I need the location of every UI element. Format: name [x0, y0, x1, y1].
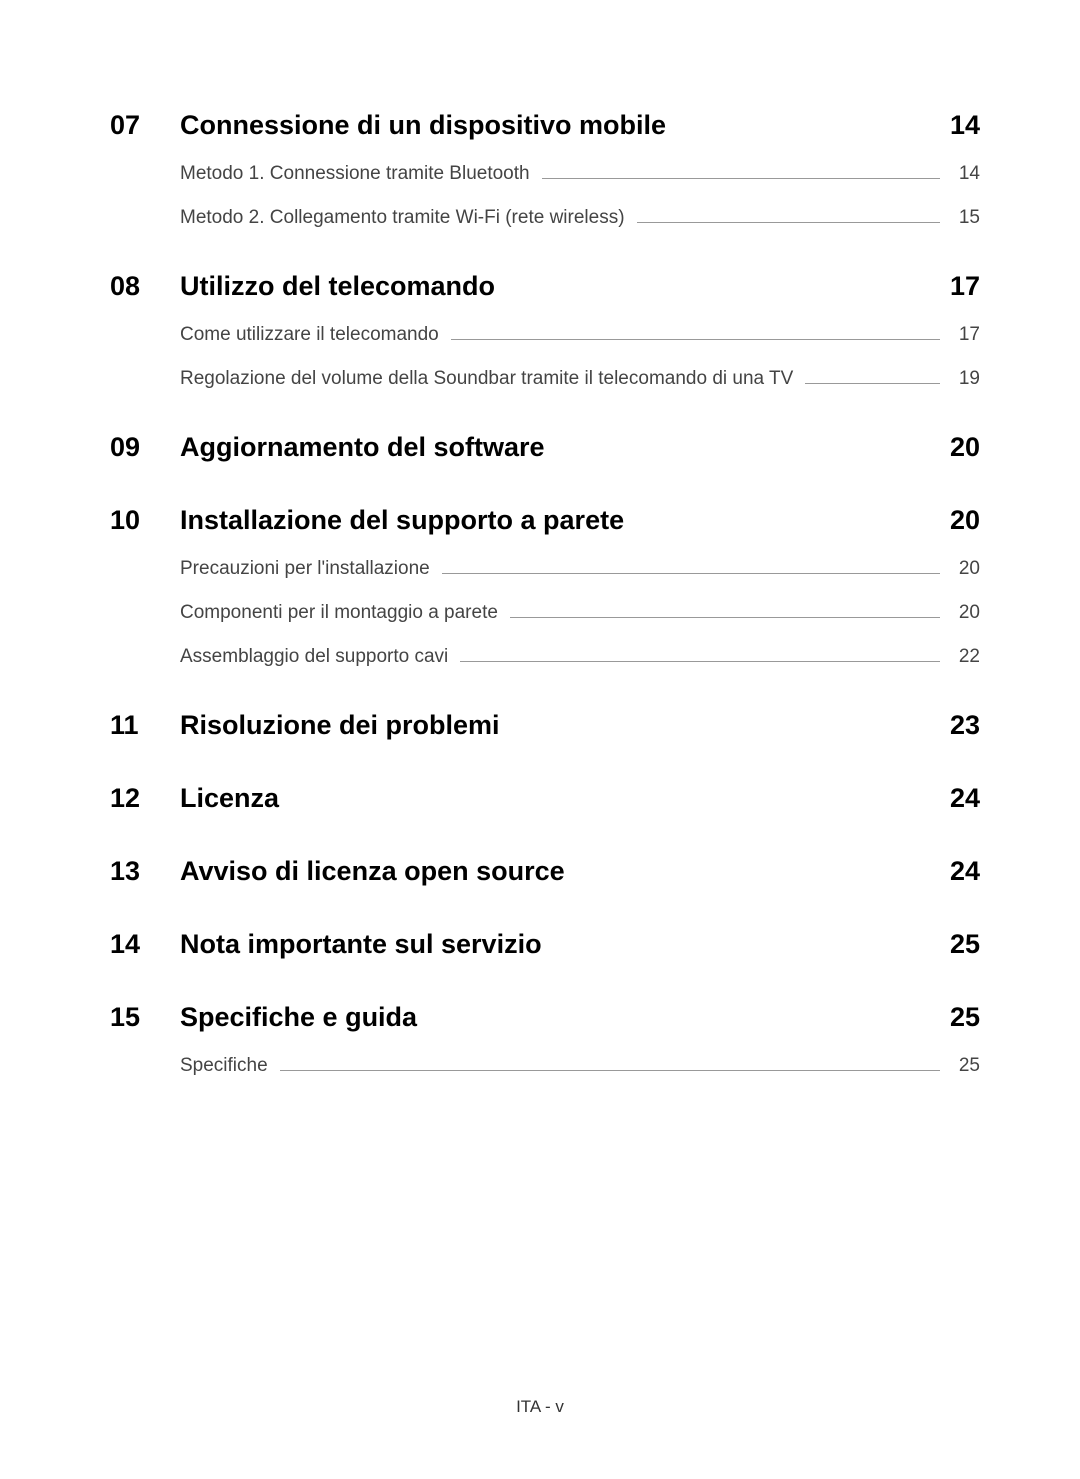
subitem-page: 22 — [950, 646, 980, 668]
section-page: 24 — [940, 856, 980, 887]
subitem-page: 20 — [950, 558, 980, 580]
section-number: 10 — [110, 505, 180, 536]
section-title: Avviso di licenza open source — [180, 856, 940, 887]
subitem-title: Precauzioni per l'installazione — [180, 558, 430, 580]
toc-section: 12 Licenza 24 — [110, 783, 980, 814]
toc-section: 09 Aggiornamento del software 20 — [110, 432, 980, 463]
toc-section-heading[interactable]: 14 Nota importante sul servizio 25 — [110, 929, 980, 960]
toc-section: 13 Avviso di licenza open source 24 — [110, 856, 980, 887]
leader-line — [542, 178, 940, 179]
subitem-page: 19 — [950, 368, 980, 390]
section-number: 07 — [110, 110, 180, 141]
section-number: 11 — [110, 710, 180, 741]
section-page: 25 — [940, 1002, 980, 1033]
section-title: Utilizzo del telecomando — [180, 271, 940, 302]
toc-subitem[interactable]: Componenti per il montaggio a parete 20 — [110, 602, 980, 624]
page-footer: ITA - v — [0, 1397, 1080, 1417]
toc-section-heading[interactable]: 13 Avviso di licenza open source 24 — [110, 856, 980, 887]
subitem-page: 20 — [950, 602, 980, 624]
section-page: 23 — [940, 710, 980, 741]
section-title: Installazione del supporto a parete — [180, 505, 940, 536]
leader-line — [451, 339, 940, 340]
subitem-page: 25 — [950, 1055, 980, 1077]
toc-subitem[interactable]: Metodo 2. Collegamento tramite Wi-Fi (re… — [110, 207, 980, 229]
section-number: 14 — [110, 929, 180, 960]
section-page: 20 — [940, 432, 980, 463]
section-title: Nota importante sul servizio — [180, 929, 940, 960]
leader-line — [637, 222, 940, 223]
section-page: 20 — [940, 505, 980, 536]
toc-section-heading[interactable]: 10 Installazione del supporto a parete 2… — [110, 505, 980, 536]
toc-section: 14 Nota importante sul servizio 25 — [110, 929, 980, 960]
subitem-title: Metodo 2. Collegamento tramite Wi-Fi (re… — [180, 207, 625, 229]
toc-section: 07 Connessione di un dispositivo mobile … — [110, 110, 980, 229]
toc-section-heading[interactable]: 09 Aggiornamento del software 20 — [110, 432, 980, 463]
section-title: Aggiornamento del software — [180, 432, 940, 463]
toc-subitem[interactable]: Regolazione del volume della Soundbar tr… — [110, 368, 980, 390]
toc-section-heading[interactable]: 08 Utilizzo del telecomando 17 — [110, 271, 980, 302]
section-number: 15 — [110, 1002, 180, 1033]
section-page: 14 — [940, 110, 980, 141]
subitem-page: 15 — [950, 207, 980, 229]
toc-container: 07 Connessione di un dispositivo mobile … — [110, 110, 980, 1077]
section-number: 13 — [110, 856, 180, 887]
toc-subitem[interactable]: Specifiche 25 — [110, 1055, 980, 1077]
toc-section-heading[interactable]: 15 Specifiche e guida 25 — [110, 1002, 980, 1033]
subitem-title: Componenti per il montaggio a parete — [180, 602, 498, 624]
section-title: Connessione di un dispositivo mobile — [180, 110, 940, 141]
section-page: 25 — [940, 929, 980, 960]
toc-subitem[interactable]: Assemblaggio del supporto cavi 22 — [110, 646, 980, 668]
toc-subitem[interactable]: Come utilizzare il telecomando 17 — [110, 324, 980, 346]
section-title: Licenza — [180, 783, 940, 814]
subitem-title: Assemblaggio del supporto cavi — [180, 646, 448, 668]
section-page: 24 — [940, 783, 980, 814]
section-page: 17 — [940, 271, 980, 302]
subitem-title: Metodo 1. Connessione tramite Bluetooth — [180, 163, 530, 185]
section-number: 12 — [110, 783, 180, 814]
subitem-title: Specifiche — [180, 1055, 268, 1077]
leader-line — [460, 661, 940, 662]
toc-section: 11 Risoluzione dei problemi 23 — [110, 710, 980, 741]
subitem-page: 17 — [950, 324, 980, 346]
section-title: Specifiche e guida — [180, 1002, 940, 1033]
leader-line — [805, 383, 940, 384]
section-number: 08 — [110, 271, 180, 302]
subitem-title: Come utilizzare il telecomando — [180, 324, 439, 346]
toc-section: 10 Installazione del supporto a parete 2… — [110, 505, 980, 668]
leader-line — [442, 573, 940, 574]
leader-line — [510, 617, 940, 618]
subitem-page: 14 — [950, 163, 980, 185]
subitem-title: Regolazione del volume della Soundbar tr… — [180, 368, 793, 390]
toc-section: 08 Utilizzo del telecomando 17 Come util… — [110, 271, 980, 390]
toc-section-heading[interactable]: 11 Risoluzione dei problemi 23 — [110, 710, 980, 741]
section-title: Risoluzione dei problemi — [180, 710, 940, 741]
section-number: 09 — [110, 432, 180, 463]
toc-subitem[interactable]: Precauzioni per l'installazione 20 — [110, 558, 980, 580]
leader-line — [280, 1070, 940, 1071]
toc-section: 15 Specifiche e guida 25 Specifiche 25 — [110, 1002, 980, 1077]
toc-section-heading[interactable]: 07 Connessione di un dispositivo mobile … — [110, 110, 980, 141]
toc-subitem[interactable]: Metodo 1. Connessione tramite Bluetooth … — [110, 163, 980, 185]
toc-section-heading[interactable]: 12 Licenza 24 — [110, 783, 980, 814]
